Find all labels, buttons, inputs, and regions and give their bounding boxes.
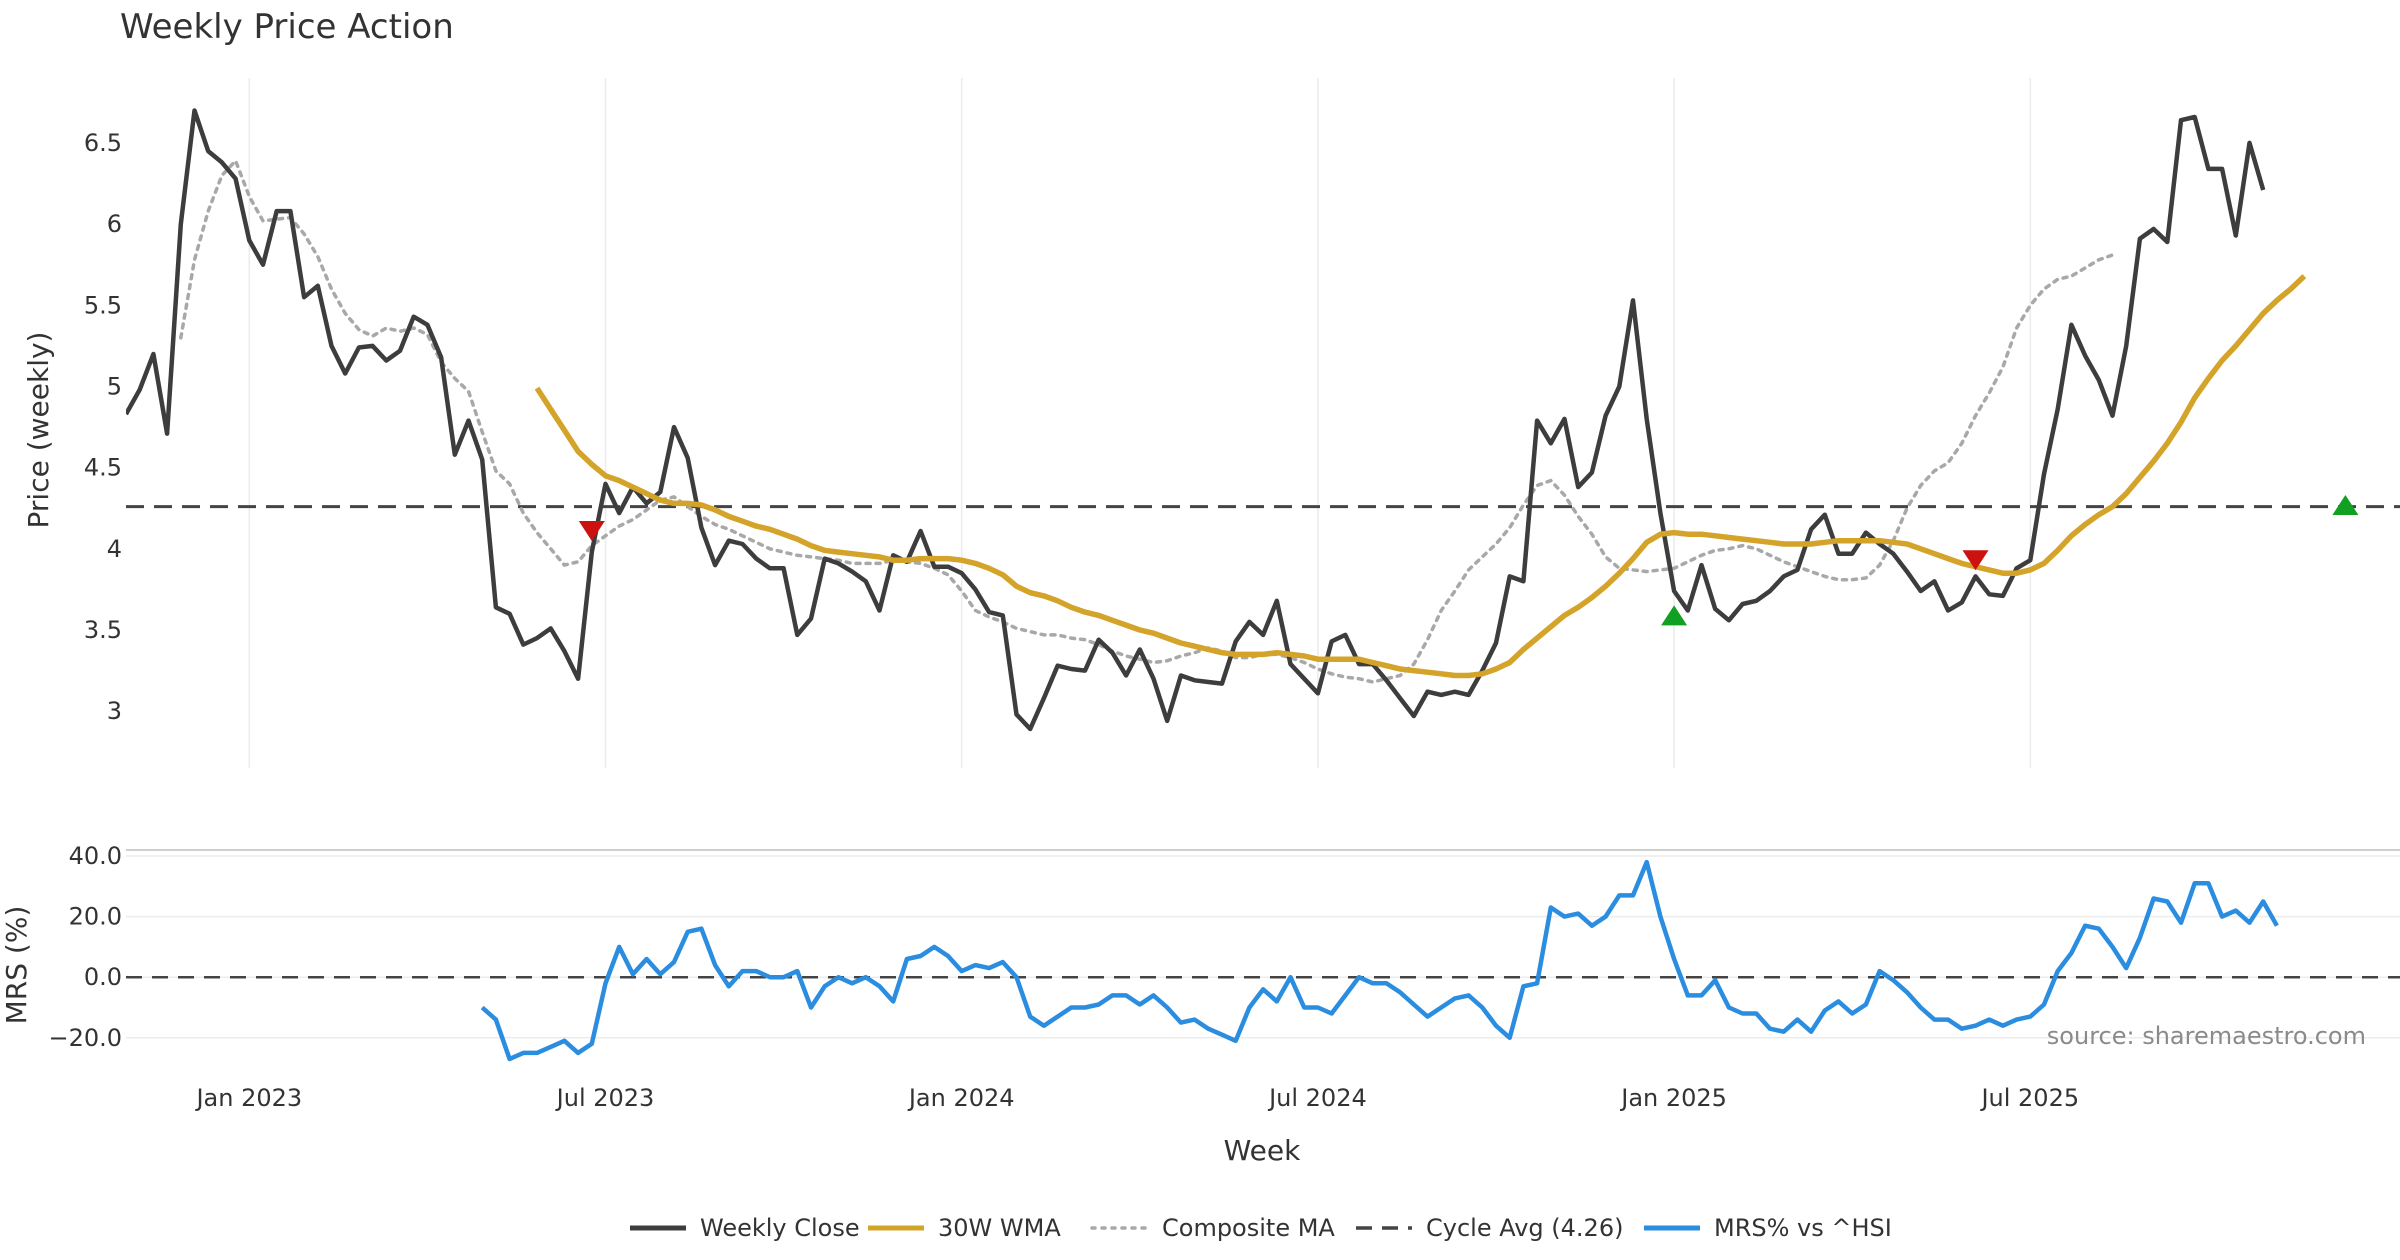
legend: Weekly Close 30W WMA Composite MA Cycle Avg… bbox=[630, 1214, 1892, 1242]
sell-signal-marker bbox=[578, 520, 605, 541]
mrs-y-axis-label: MRS (%) bbox=[0, 906, 33, 1025]
price-y-axis-label: Price (weekly) bbox=[22, 332, 55, 529]
price-y-tick-label: 3 bbox=[107, 697, 122, 725]
source-note: source: sharemaestro.com bbox=[2047, 1022, 2366, 1050]
wma30-line bbox=[534, 274, 2307, 679]
x-tick-label: Jul 2023 bbox=[555, 1084, 655, 1112]
mrs-line bbox=[480, 859, 2279, 1062]
grid bbox=[126, 78, 2400, 1039]
x-tick-label: Jan 2024 bbox=[907, 1084, 1015, 1112]
legend-label: Weekly Close bbox=[700, 1214, 860, 1242]
x-tick-label: Jul 2024 bbox=[1267, 1084, 1367, 1112]
legend-label: MRS% vs ^HSI bbox=[1714, 1214, 1892, 1242]
weekly-close-line bbox=[126, 108, 2266, 732]
legend-item: Weekly Close bbox=[630, 1214, 860, 1242]
x-axis-label: Week bbox=[1224, 1134, 1301, 1167]
legend-item: Composite MA bbox=[1090, 1214, 1335, 1242]
legend-item: MRS% vs ^HSI bbox=[1644, 1214, 1892, 1242]
price-y-tick-label: 5.5 bbox=[84, 291, 122, 319]
mrs-y-tick-label: −20.0 bbox=[48, 1024, 122, 1052]
price-y-tick-label: 6.5 bbox=[84, 129, 122, 157]
mrs-y-tick-label: 0.0 bbox=[84, 963, 122, 991]
buy-signal-marker bbox=[2332, 494, 2359, 515]
x-tick-label: Jan 2025 bbox=[1619, 1084, 1727, 1112]
price-y-tick-label: 5 bbox=[107, 372, 122, 400]
price-y-tick-label: 4 bbox=[107, 535, 122, 563]
price-y-tick-label: 6 bbox=[107, 210, 122, 238]
legend-label: Cycle Avg (4.26) bbox=[1426, 1214, 1623, 1242]
mrs-panel bbox=[126, 859, 2400, 1062]
mrs-y-tick-label: 20.0 bbox=[69, 903, 122, 931]
legend-item: Cycle Avg (4.26) bbox=[1356, 1214, 1623, 1242]
x-tick-label: Jul 2025 bbox=[1979, 1084, 2079, 1112]
price-y-tick-label: 3.5 bbox=[84, 616, 122, 644]
buy-signal-marker bbox=[1661, 605, 1688, 626]
price-panel bbox=[126, 108, 2400, 732]
legend-label: 30W WMA bbox=[938, 1214, 1061, 1242]
mrs-y-tick-label: 40.0 bbox=[69, 842, 122, 870]
x-tick-label: Jan 2023 bbox=[194, 1084, 302, 1112]
sell-signal-marker bbox=[1962, 550, 1989, 571]
legend-item: 30W WMA bbox=[868, 1214, 1061, 1242]
legend-label: Composite MA bbox=[1162, 1214, 1335, 1242]
chart-title: Weekly Price Action bbox=[120, 7, 454, 47]
price-y-tick-label: 4.5 bbox=[84, 454, 122, 482]
axes: Jan 2023 Jul 2023 Jan 2024 Jul 2024 Jan 2025… bbox=[48, 129, 2079, 1112]
